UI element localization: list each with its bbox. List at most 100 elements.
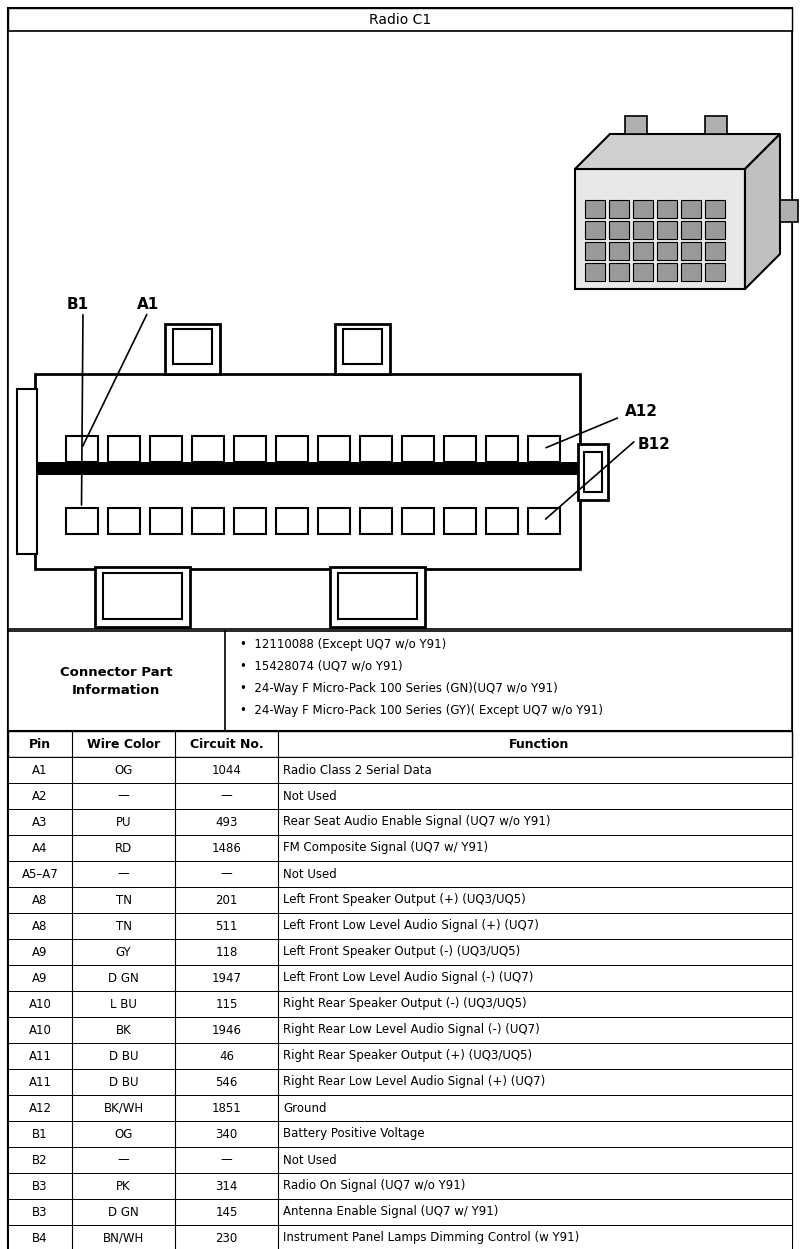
Text: A8: A8 — [32, 893, 48, 907]
Bar — [657, 242, 677, 260]
Bar — [585, 264, 605, 281]
Text: 145: 145 — [215, 1205, 238, 1219]
Bar — [8, 1225, 792, 1249]
Text: FM Composite Signal (UQ7 w/ Y91): FM Composite Signal (UQ7 w/ Y91) — [283, 842, 488, 854]
Bar — [275, 508, 307, 533]
Bar — [402, 508, 434, 533]
Bar — [234, 436, 266, 462]
Bar — [359, 436, 391, 462]
Bar — [8, 809, 792, 836]
Bar — [633, 242, 653, 260]
Text: OG: OG — [114, 1128, 133, 1140]
Bar — [66, 508, 98, 533]
Bar — [318, 436, 350, 462]
Bar — [35, 373, 580, 570]
Text: A12: A12 — [29, 1102, 51, 1114]
Bar — [609, 264, 629, 281]
Bar — [657, 200, 677, 219]
Text: 201: 201 — [215, 893, 238, 907]
Text: Circuit No.: Circuit No. — [190, 737, 263, 751]
Text: B4: B4 — [32, 1232, 48, 1244]
Text: D GN: D GN — [108, 972, 139, 984]
Bar — [8, 1017, 792, 1043]
Text: A11: A11 — [29, 1075, 51, 1088]
Text: Left Front Low Level Audio Signal (+) (UQ7): Left Front Low Level Audio Signal (+) (U… — [283, 919, 539, 933]
Bar — [609, 200, 629, 219]
Bar — [681, 221, 701, 239]
Bar — [575, 169, 745, 289]
Bar — [95, 567, 190, 627]
Bar — [681, 242, 701, 260]
Bar — [8, 861, 792, 887]
Text: Left Front Speaker Output (+) (UQ3/UQ5): Left Front Speaker Output (+) (UQ3/UQ5) — [283, 893, 526, 907]
Bar — [8, 1069, 792, 1095]
Bar — [165, 323, 220, 373]
Bar — [657, 264, 677, 281]
Bar — [633, 200, 653, 219]
Bar — [66, 436, 98, 462]
Bar — [705, 221, 725, 239]
Text: Battery Positive Voltage: Battery Positive Voltage — [283, 1128, 425, 1140]
Text: Right Rear Low Level Audio Signal (-) (UQ7): Right Rear Low Level Audio Signal (-) (U… — [283, 1023, 540, 1037]
Text: BN/WH: BN/WH — [103, 1232, 144, 1244]
Bar — [609, 221, 629, 239]
Bar — [780, 200, 798, 222]
Text: 546: 546 — [215, 1075, 238, 1088]
Bar — [443, 508, 475, 533]
Text: —: — — [118, 868, 130, 881]
Text: Right Rear Speaker Output (-) (UQ3/UQ5): Right Rear Speaker Output (-) (UQ3/UQ5) — [283, 998, 526, 1010]
Bar — [17, 388, 37, 555]
Bar — [107, 436, 139, 462]
Text: 1947: 1947 — [211, 972, 242, 984]
Bar — [8, 1122, 792, 1147]
Text: Pin: Pin — [29, 737, 51, 751]
Polygon shape — [575, 134, 780, 169]
Bar — [527, 508, 559, 533]
Text: Rear Seat Audio Enable Signal (UQ7 w/o Y91): Rear Seat Audio Enable Signal (UQ7 w/o Y… — [283, 816, 550, 828]
Text: Left Front Speaker Output (-) (UQ3/UQ5): Left Front Speaker Output (-) (UQ3/UQ5) — [283, 945, 520, 958]
Bar — [191, 508, 223, 533]
Bar — [8, 31, 792, 629]
Text: Radio C1: Radio C1 — [369, 12, 431, 26]
Text: BK: BK — [116, 1023, 131, 1037]
Text: A8: A8 — [32, 919, 48, 933]
Text: Not Used: Not Used — [283, 1154, 337, 1167]
Bar — [625, 116, 647, 134]
Bar — [191, 436, 223, 462]
Bar — [8, 990, 792, 1017]
Text: A12: A12 — [625, 403, 658, 418]
Text: A5–A7: A5–A7 — [22, 868, 58, 881]
Polygon shape — [745, 134, 780, 289]
Text: —: — — [118, 789, 130, 803]
Text: L BU: L BU — [110, 998, 137, 1010]
Bar — [150, 436, 182, 462]
Text: B1: B1 — [67, 296, 89, 311]
Text: 314: 314 — [215, 1179, 238, 1193]
Bar — [8, 965, 792, 990]
Bar — [107, 508, 139, 533]
Bar — [681, 264, 701, 281]
Bar — [585, 221, 605, 239]
Text: A1: A1 — [137, 296, 159, 311]
Bar — [8, 731, 792, 757]
Text: Wire Color: Wire Color — [87, 737, 160, 751]
Bar — [443, 436, 475, 462]
Text: —: — — [118, 1154, 130, 1167]
Text: Instrument Panel Lamps Dimming Control (w Y91): Instrument Panel Lamps Dimming Control (… — [283, 1232, 579, 1244]
Text: —: — — [221, 789, 232, 803]
Text: Not Used: Not Used — [283, 868, 337, 881]
Text: Antenna Enable Signal (UQ7 w/ Y91): Antenna Enable Signal (UQ7 w/ Y91) — [283, 1205, 498, 1219]
Text: —: — — [221, 868, 232, 881]
Text: Radio On Signal (UQ7 w/o Y91): Radio On Signal (UQ7 w/o Y91) — [283, 1179, 466, 1193]
Text: Right Rear Low Level Audio Signal (+) (UQ7): Right Rear Low Level Audio Signal (+) (U… — [283, 1075, 546, 1088]
Text: A3: A3 — [32, 816, 48, 828]
Bar — [486, 508, 518, 533]
Text: B3: B3 — [32, 1179, 48, 1193]
Bar — [578, 443, 608, 500]
Text: •  24-Way F Micro-Pack 100 Series (GY)( Except UQ7 w/o Y91): • 24-Way F Micro-Pack 100 Series (GY)( E… — [240, 703, 603, 717]
Bar — [585, 200, 605, 219]
Bar — [8, 1043, 792, 1069]
Bar — [8, 783, 792, 809]
Text: 1851: 1851 — [212, 1102, 242, 1114]
Text: •  12110088 (Except UQ7 w/o Y91): • 12110088 (Except UQ7 w/o Y91) — [240, 637, 446, 651]
